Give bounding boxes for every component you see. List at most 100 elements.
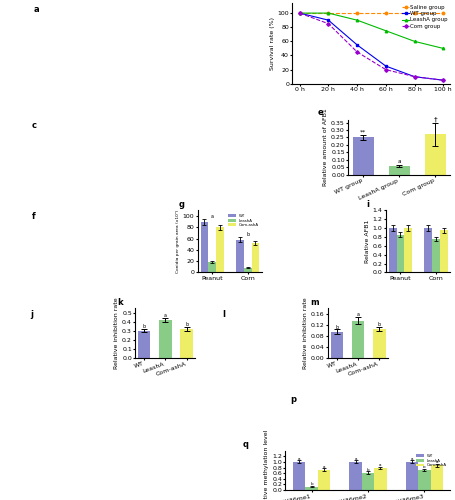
Saline group	[354, 10, 360, 16]
Bar	[201, 222, 208, 272]
Bar	[373, 329, 385, 358]
Text: g: g	[178, 200, 184, 208]
Text: d: d	[206, 121, 212, 130]
Y-axis label: Relative inhibition rate: Relative inhibition rate	[114, 297, 119, 369]
Saline group	[383, 10, 389, 16]
Text: q: q	[243, 440, 248, 448]
Text: a: a	[354, 456, 357, 460]
Text: †: †	[434, 116, 437, 122]
Bar	[397, 235, 404, 273]
Text: b: b	[246, 232, 249, 237]
Bar	[389, 166, 410, 174]
Text: h: h	[295, 212, 301, 222]
Text: o: o	[34, 465, 39, 474]
Com group	[383, 66, 389, 72]
Text: b: b	[264, 0, 270, 1]
Bar	[208, 262, 216, 272]
Bar	[318, 470, 330, 490]
Com group	[412, 74, 417, 80]
WT group	[297, 10, 303, 16]
Text: a: a	[323, 464, 325, 468]
Bar	[159, 320, 172, 358]
Bar	[305, 486, 318, 490]
WT group	[354, 42, 360, 48]
Y-axis label: Relative inhibition rate: Relative inhibition rate	[303, 297, 308, 369]
Saline group	[440, 10, 446, 16]
Bar	[418, 470, 430, 490]
Bar	[236, 240, 244, 272]
Legend: WT, LeashA, Com-ashA: WT, LeashA, Com-ashA	[226, 212, 260, 228]
LeashA group	[297, 10, 303, 16]
Y-axis label: Relative amount of AFB1: Relative amount of AFB1	[323, 108, 328, 186]
Bar	[352, 320, 364, 358]
Y-axis label: Conidia per grain area (x10⁴): Conidia per grain area (x10⁴)	[176, 210, 180, 273]
Bar	[425, 134, 446, 174]
Y-axis label: Relative methylation level: Relative methylation level	[264, 429, 269, 500]
Text: b: b	[367, 468, 369, 471]
Saline group	[412, 10, 417, 16]
Saline group	[326, 10, 331, 16]
Text: e: e	[318, 108, 324, 117]
Text: j: j	[30, 310, 33, 318]
Bar	[374, 468, 387, 490]
Bar	[404, 228, 412, 272]
Bar	[138, 331, 151, 358]
Text: a: a	[357, 312, 360, 318]
WT group	[412, 74, 417, 80]
Text: b: b	[378, 322, 381, 327]
WT group	[440, 77, 446, 83]
Text: a: a	[411, 456, 413, 460]
Text: f: f	[31, 212, 35, 222]
Bar	[430, 466, 443, 490]
Bar	[244, 268, 252, 272]
Line: Com group: Com group	[298, 12, 445, 82]
Bar	[432, 239, 440, 272]
Text: a: a	[34, 5, 39, 14]
Bar	[440, 230, 448, 272]
Line: Saline group: Saline group	[298, 12, 445, 14]
LeashA group	[326, 10, 331, 16]
Bar	[406, 462, 418, 490]
Text: b: b	[143, 324, 146, 329]
WT group	[326, 17, 331, 23]
Com group	[440, 77, 446, 83]
Text: a: a	[379, 463, 382, 467]
Text: i: i	[366, 200, 369, 208]
Legend: WT, LeashA, Com-ashA: WT, LeashA, Com-ashA	[415, 452, 449, 469]
Line: WT group: WT group	[298, 12, 445, 82]
LeashA group	[440, 46, 446, 52]
Legend: Saline group, WT group, LeashA group, Com group: Saline group, WT group, LeashA group, Co…	[402, 6, 448, 28]
Text: a: a	[435, 460, 438, 464]
Bar	[353, 138, 374, 174]
Text: b: b	[310, 482, 313, 486]
Text: b: b	[185, 322, 188, 328]
Text: n: n	[34, 394, 40, 404]
Com group	[326, 20, 331, 26]
Line: LeashA group: LeashA group	[298, 12, 445, 50]
Text: p: p	[290, 395, 296, 404]
LeashA group	[383, 28, 389, 34]
Bar	[293, 462, 305, 490]
Bar	[181, 329, 193, 358]
LeashA group	[412, 38, 417, 44]
Text: c: c	[31, 121, 36, 130]
Bar	[424, 228, 432, 272]
Text: b: b	[335, 324, 339, 330]
Text: m: m	[310, 298, 319, 307]
Text: l: l	[222, 310, 226, 318]
Bar	[362, 472, 374, 490]
Text: a: a	[211, 214, 214, 219]
Text: a: a	[398, 158, 401, 164]
Y-axis label: Relative AFB1: Relative AFB1	[365, 220, 370, 263]
Text: b: b	[423, 465, 426, 469]
Com group	[354, 49, 360, 55]
Text: **: **	[360, 130, 366, 134]
Text: a: a	[298, 456, 300, 460]
Text: k: k	[117, 298, 123, 307]
Bar	[349, 462, 362, 490]
Bar	[331, 332, 343, 358]
Text: a: a	[164, 313, 167, 318]
Bar	[389, 228, 397, 272]
WT group	[383, 63, 389, 69]
Bar	[252, 243, 259, 272]
